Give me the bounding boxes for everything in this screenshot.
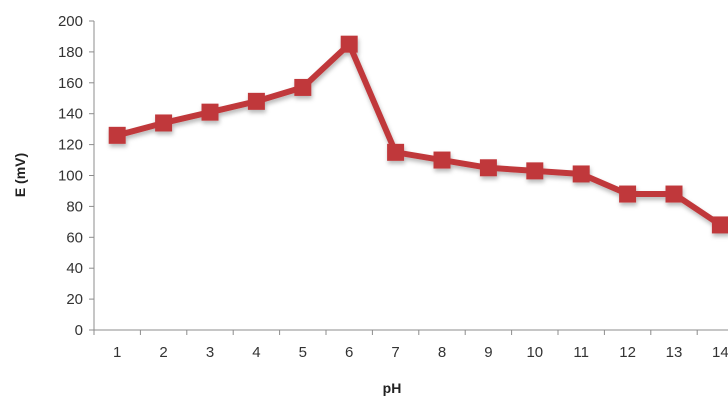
data-point-marker xyxy=(108,126,126,144)
y-tick-label: 120 xyxy=(58,137,83,154)
x-tick-label: 9 xyxy=(484,344,492,361)
data-point-marker xyxy=(201,103,219,121)
y-tick-label: 140 xyxy=(58,106,83,123)
data-point-marker xyxy=(711,216,728,234)
x-tick-label: 2 xyxy=(159,344,167,361)
y-tick-label: 200 xyxy=(58,13,83,30)
x-tick-label: 11 xyxy=(573,344,589,361)
data-point-marker xyxy=(572,165,590,183)
x-tick-label: 14 xyxy=(712,344,728,361)
x-tick-label: 8 xyxy=(438,344,446,361)
data-point-marker xyxy=(526,162,544,180)
x-tick-label: 6 xyxy=(345,344,353,361)
x-tick-label: 12 xyxy=(619,344,636,361)
series-group xyxy=(108,35,728,234)
y-tick-label: 180 xyxy=(58,44,83,61)
data-point-marker xyxy=(155,114,173,132)
x-tick-label: 7 xyxy=(391,344,399,361)
x-tick-label: 5 xyxy=(299,344,307,361)
y-tick-label: 20 xyxy=(66,291,83,308)
y-tick-label: 160 xyxy=(58,75,83,92)
x-tick-label: 10 xyxy=(526,344,543,361)
data-point-marker xyxy=(619,185,637,203)
data-point-marker xyxy=(247,92,265,110)
x-axis-label: pH xyxy=(383,380,402,396)
series-layer xyxy=(108,35,728,234)
x-tick-label: 4 xyxy=(252,344,260,361)
x-tick-label: 1 xyxy=(113,344,121,361)
data-point-marker xyxy=(387,143,405,161)
data-point-marker xyxy=(433,151,451,169)
y-axis-label: E (mV) xyxy=(12,153,28,197)
y-tick-label: 60 xyxy=(66,229,83,246)
y-tick-label: 40 xyxy=(66,260,83,277)
y-tick-label: 100 xyxy=(58,168,83,185)
data-point-marker xyxy=(294,78,312,96)
data-point-marker xyxy=(340,35,358,53)
x-tick-label: 3 xyxy=(206,344,214,361)
data-point-marker xyxy=(479,159,497,177)
y-tick-label: 0 xyxy=(75,322,83,339)
data-point-marker xyxy=(665,185,683,203)
y-tick-label: 80 xyxy=(66,198,83,215)
x-tick-label: 13 xyxy=(666,344,683,361)
